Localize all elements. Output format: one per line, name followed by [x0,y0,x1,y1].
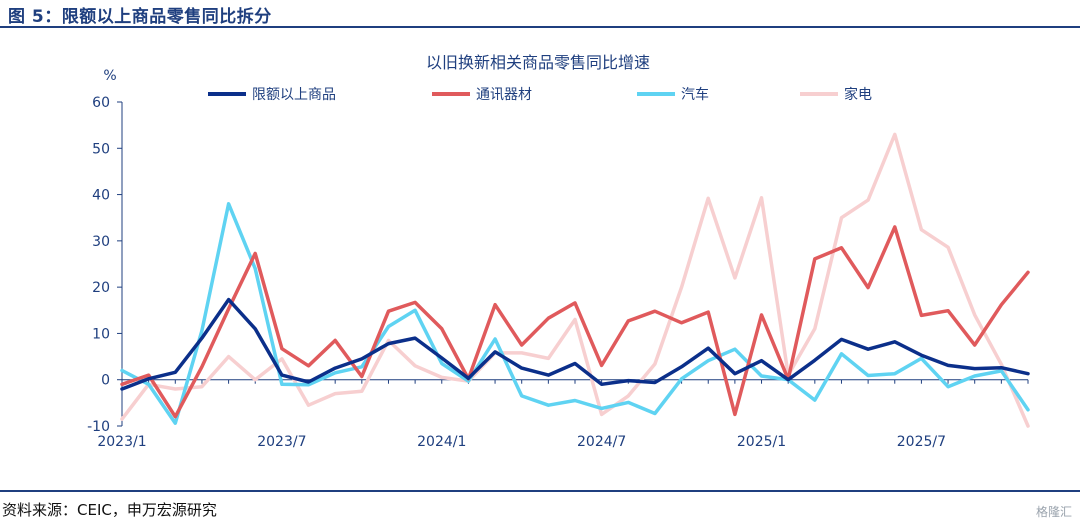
legend-label: 家电 [844,86,872,103]
y-tick-label: 30 [92,234,110,250]
y-tick-label: -10 [87,419,110,435]
series-lines [120,132,1030,428]
legend-label: 限额以上商品 [252,87,336,103]
legend-label: 汽车 [681,86,709,103]
figure-title: 图 5：限额以上商品零售同比拆分 [8,7,272,27]
source-note: 资料来源：CEIC，申万宏源研究 [2,501,217,519]
series-line-2 [120,202,1030,425]
series-line-0 [120,297,1030,391]
chart-title: 以旧换新相关商品零售同比增速 [426,53,650,72]
y-tick-label: 10 [92,326,110,342]
y-tick-label: 50 [92,141,110,157]
y-axis-unit: % [103,68,116,84]
x-tick-label: 2024/1 [417,434,466,450]
series-line-1 [120,225,1030,419]
axes: -10 0 10 20 30 40 50 60 2023/1 2023/7 2024/1 2024/7… [87,95,1029,450]
x-tick-label: 2024/7 [577,434,626,450]
line-chart: 以旧换新相关商品零售同比增速 % 限额以上商品 通讯器材 汽车 家电 -10 0 10 20… [87,53,1030,450]
x-tick-label: 2025/1 [737,434,786,450]
x-tick-label: 2025/7 [897,434,946,450]
x-tick-label: 2023/7 [257,434,306,450]
top-divider [0,26,1080,28]
y-tick-label: 20 [92,280,110,296]
watermark-logo: 格隆汇 [1035,505,1072,519]
x-tick-label: 2023/1 [97,434,146,450]
bottom-divider [0,490,1080,492]
legend: 限额以上商品 通讯器材 汽车 家电 [208,86,872,103]
series-line-3 [120,132,1030,428]
y-tick-label: 0 [101,373,110,389]
y-tick-label: 60 [92,95,110,111]
y-tick-label: 40 [92,188,110,204]
legend-label: 通讯器材 [476,87,532,103]
